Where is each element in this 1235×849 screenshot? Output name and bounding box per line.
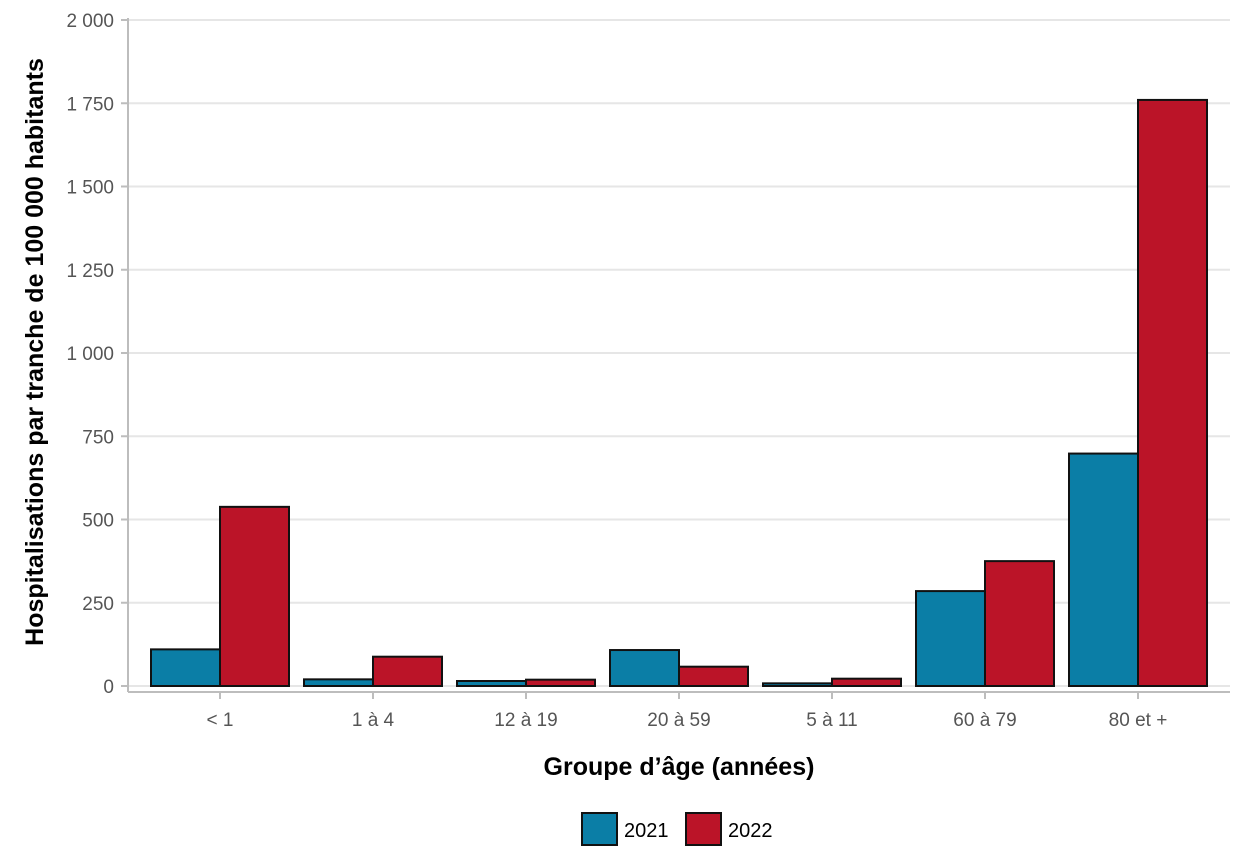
y-tick-label: 1 000 bbox=[66, 344, 114, 365]
bar-2022-2 bbox=[525, 678, 596, 687]
y-tick-label: 1 500 bbox=[66, 178, 114, 199]
x-tick-label: 80 et + bbox=[1109, 710, 1168, 731]
legend-swatch-2022 bbox=[685, 812, 722, 846]
bar-2022-3 bbox=[678, 665, 749, 687]
bar-2022-5 bbox=[984, 560, 1055, 687]
y-tick-labels: 0 250 500 750 1 000 1 250 1 500 1 750 2 000 bbox=[66, 11, 114, 698]
bar-2022-4 bbox=[831, 677, 902, 688]
bar-2021-6 bbox=[1068, 452, 1139, 688]
x-tick-labels: < 1 1 à 4 12 à 19 20 à 59 5 à 11 60 à 79 80 et… bbox=[207, 710, 1168, 731]
y-tick-label: 500 bbox=[82, 511, 114, 532]
x-tick-label: 60 à 79 bbox=[953, 710, 1016, 731]
bars-layer bbox=[150, 98, 1208, 688]
bar-2022-1 bbox=[372, 655, 443, 687]
legend: 2021 2022 bbox=[581, 812, 773, 846]
x-tick-label: 5 à 11 bbox=[806, 710, 857, 731]
legend-label-2021: 2021 bbox=[624, 820, 669, 842]
bar-2021-5 bbox=[915, 590, 986, 687]
y-tick-label: 750 bbox=[82, 427, 114, 448]
x-axis-title: Groupe d’âge (années) bbox=[544, 753, 815, 781]
legend-label-2022: 2022 bbox=[728, 820, 773, 842]
y-tick-label: 2 000 bbox=[66, 11, 114, 32]
y-tick-label: 1 250 bbox=[66, 261, 114, 282]
bar-2022-6 bbox=[1137, 98, 1208, 688]
y-tick-label: 250 bbox=[82, 594, 114, 615]
bar-2022-0 bbox=[219, 505, 290, 688]
bar-2021-1 bbox=[303, 678, 374, 688]
grid-layer bbox=[128, 19, 1230, 687]
x-tick-label: 1 à 4 bbox=[352, 710, 395, 731]
x-tick-label: 20 à 59 bbox=[647, 710, 710, 731]
bar-2021-4 bbox=[762, 682, 833, 687]
y-tick-label: 1 750 bbox=[66, 94, 114, 115]
y-tick-label: 0 bbox=[103, 677, 114, 698]
bar-2021-2 bbox=[456, 680, 527, 688]
x-tick-label: < 1 bbox=[207, 710, 234, 731]
axes-layer bbox=[121, 18, 1230, 699]
legend-swatch-2021 bbox=[581, 812, 618, 846]
x-tick-label: 12 à 19 bbox=[494, 710, 557, 731]
bar-2021-0 bbox=[150, 648, 221, 687]
bar-2021-3 bbox=[609, 649, 680, 688]
y-axis-title: Hospitalisations par tranche de 100 000 … bbox=[21, 58, 49, 646]
